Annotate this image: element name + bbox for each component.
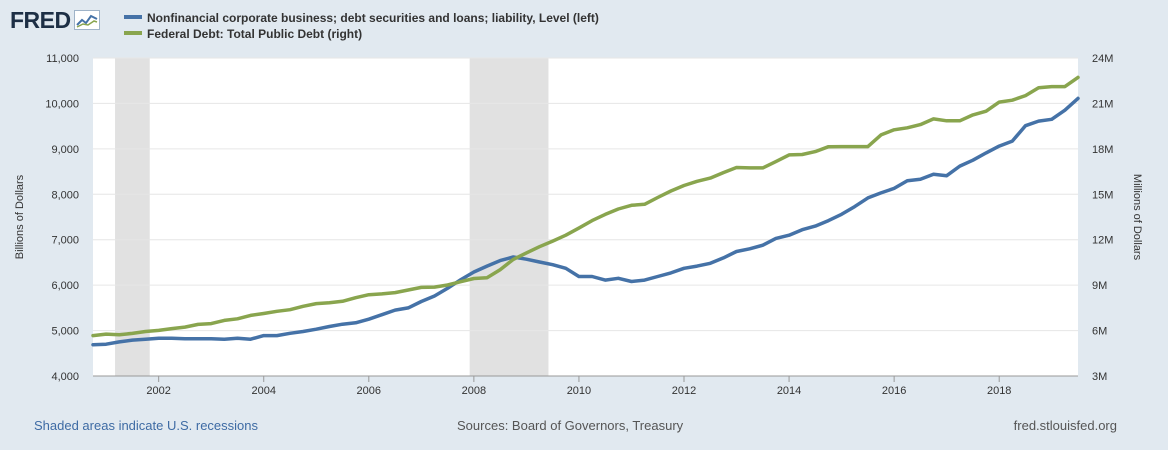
legend-swatch-left xyxy=(124,15,142,19)
y-right-tick-label: 9M xyxy=(1092,280,1107,292)
y-right-tick-label: 6M xyxy=(1092,326,1107,338)
x-tick-label: 2012 xyxy=(672,385,696,397)
y-left-axis-title: Billions of Dollars xyxy=(14,174,26,259)
legend-label-left: Nonfinancial corporate business; debt se… xyxy=(147,11,599,25)
y-left-tick-label: 6,000 xyxy=(51,280,79,292)
y-left-tick-label: 5,000 xyxy=(51,326,79,338)
y-right-tick-label: 18M xyxy=(1092,144,1113,156)
series-line-nonfinancial-debt xyxy=(91,96,1080,347)
y-left-tick-label: 4,000 xyxy=(51,371,79,383)
fred-logo-text: FRED xyxy=(10,7,71,33)
plot-area xyxy=(93,58,1078,376)
fred-logo[interactable]: FRED xyxy=(10,8,100,32)
legend-swatch-right xyxy=(124,31,142,35)
grid-lines xyxy=(93,57,1078,377)
recession-note: Shaded areas indicate U.S. recessions xyxy=(34,418,259,433)
y-left-tick-label: 9,000 xyxy=(51,144,79,156)
recession-band xyxy=(469,58,549,376)
site-link[interactable]: fred.stlouisfed.org xyxy=(1013,418,1117,433)
y-right-tick-label: 15M xyxy=(1092,189,1113,201)
x-tick-label: 2006 xyxy=(357,385,381,397)
y-left-tick-label: 11,000 xyxy=(46,53,79,65)
x-tick-label: 2004 xyxy=(251,385,275,397)
legend-label-right: Federal Debt: Total Public Debt (right) xyxy=(147,27,362,41)
x-tick-label: 2008 xyxy=(462,385,486,397)
series-line-federal-debt xyxy=(91,75,1080,338)
y-left-tick-label: 10,000 xyxy=(45,98,79,110)
x-tick-label: 2014 xyxy=(777,385,801,397)
y-right-axis-title: Millions of Dollars xyxy=(1131,174,1143,261)
y-right-tick-label: 3M xyxy=(1092,371,1107,383)
y-right-tick-label: 21M xyxy=(1092,98,1113,110)
sources-text: Sources: Board of Governors, Treasury xyxy=(457,418,684,433)
recession-bands xyxy=(115,58,549,376)
trend-chart-icon xyxy=(73,10,100,30)
x-tick-label: 2002 xyxy=(146,385,170,397)
y-right-ticks: 3M 6M 9M 12M 15M 18M 21M 24M xyxy=(1092,53,1113,383)
y-right-tick-label: 24M xyxy=(1092,53,1113,65)
y-left-tick-label: 8,000 xyxy=(51,189,79,201)
legend[interactable]: Nonfinancial corporate business; debt se… xyxy=(124,11,599,41)
recession-band xyxy=(115,58,150,376)
series-lines xyxy=(91,75,1080,347)
x-tick-label: 2018 xyxy=(987,385,1011,397)
y-left-ticks: 4,000 5,000 6,000 7,000 8,000 9,000 10,000 11,0… xyxy=(45,53,79,383)
y-right-tick-label: 12M xyxy=(1092,235,1113,247)
x-tick-label: 2010 xyxy=(567,385,591,397)
y-left-tick-label: 7,000 xyxy=(51,235,79,247)
x-tick-label: 2016 xyxy=(882,385,906,397)
x-axis-ticks: 2002 2004 2006 2008 2010 2012 2014 2016 2018 xyxy=(93,375,1078,397)
